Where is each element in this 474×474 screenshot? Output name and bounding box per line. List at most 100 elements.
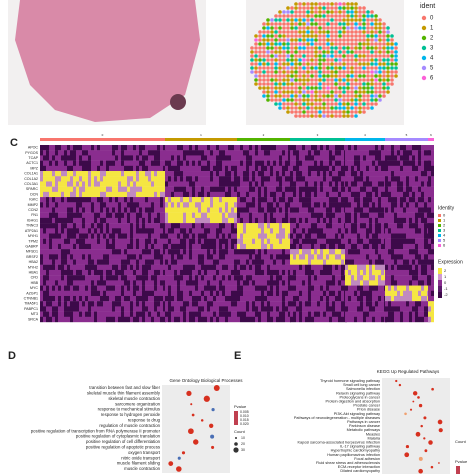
heat-cell — [372, 207, 375, 213]
heat-cell — [255, 306, 258, 312]
heat-cell — [345, 197, 348, 203]
heat-cell — [76, 306, 79, 312]
heat-cell — [222, 171, 225, 177]
heat-cell — [261, 295, 264, 302]
heat-cell — [267, 202, 270, 208]
heat-cell — [231, 181, 234, 187]
spot — [262, 34, 266, 38]
heat-cell — [115, 295, 118, 302]
spot — [318, 106, 322, 110]
spot — [318, 90, 322, 94]
spot — [274, 18, 278, 22]
heat-cell — [360, 243, 363, 250]
heat-cell — [381, 280, 384, 286]
heat-cell — [64, 233, 67, 239]
heat-cell — [323, 165, 326, 172]
heat-cell — [52, 181, 55, 187]
heat-cell — [273, 223, 276, 229]
heat-cell — [258, 228, 261, 234]
heat-cell — [270, 264, 273, 271]
heat-cell — [58, 197, 61, 203]
heat-cell — [148, 176, 151, 182]
heat-cell — [82, 285, 85, 291]
heat-cell — [228, 165, 231, 172]
heat-cell — [378, 228, 381, 234]
heat-cell — [76, 301, 79, 307]
heat-cell — [70, 145, 73, 151]
heat-cell — [154, 212, 157, 219]
heat-cell — [302, 171, 305, 177]
heat-cell — [288, 264, 291, 271]
heat-cell — [210, 306, 213, 312]
heat-cell — [192, 311, 195, 317]
heat-cell — [378, 207, 381, 213]
heat-cell — [124, 233, 127, 239]
spot — [338, 22, 342, 26]
heat-cell — [293, 165, 296, 172]
heat-cell — [67, 223, 70, 229]
heat-cell — [130, 295, 133, 302]
heat-cell — [192, 295, 195, 302]
heat-cell — [385, 181, 388, 187]
heat-cell — [88, 243, 91, 250]
heat-cell — [118, 191, 121, 198]
heat-cell — [163, 223, 166, 229]
spot — [318, 38, 322, 42]
heat-cell — [366, 275, 369, 281]
heat-cell — [231, 150, 234, 156]
heat-cell — [219, 160, 222, 167]
heat-cell — [351, 176, 354, 182]
spot — [318, 26, 322, 30]
heat-cell — [290, 249, 293, 255]
heat-cell — [109, 311, 112, 317]
heat-cell — [201, 212, 204, 219]
heat-cell — [249, 207, 252, 213]
heat-cell — [415, 145, 418, 151]
heat-cell — [163, 165, 166, 172]
heat-cell — [299, 165, 302, 172]
heat-cell — [285, 295, 288, 302]
spot — [294, 42, 298, 46]
spot — [342, 22, 346, 26]
spot — [382, 42, 386, 46]
spot — [270, 70, 274, 74]
heat-cell — [189, 150, 192, 156]
heat-cell — [82, 280, 85, 286]
heat-cell — [49, 264, 52, 271]
heat-cell — [154, 181, 157, 187]
heat-cell — [317, 269, 320, 276]
heat-cell — [348, 202, 351, 208]
heat-cell — [311, 207, 314, 213]
heat-cell — [157, 280, 160, 286]
heat-cell — [171, 150, 174, 156]
heat-cell — [403, 150, 406, 156]
heat-cell — [249, 285, 252, 291]
heat-cell — [165, 249, 168, 255]
heat-cell — [40, 233, 43, 239]
heat-cell — [394, 160, 397, 167]
heat-cell — [231, 306, 234, 312]
heat-cell — [142, 290, 145, 297]
heat-cell — [127, 233, 130, 239]
heat-cell — [136, 301, 139, 307]
heat-cell — [267, 254, 270, 260]
heat-cell — [243, 217, 246, 224]
heat-cell — [201, 280, 204, 286]
heat-cell — [124, 249, 127, 255]
heat-cell — [299, 176, 302, 182]
heat-cell — [228, 217, 231, 224]
heat-cell — [258, 285, 261, 291]
heat-cell — [240, 207, 243, 213]
heat-cell — [317, 155, 320, 161]
heat-cell — [130, 186, 133, 193]
heat-cell — [174, 207, 177, 213]
spot — [254, 54, 258, 58]
heat-cell — [332, 207, 335, 213]
heat-cell — [249, 155, 252, 161]
heat-cell — [276, 207, 279, 213]
heat-cell — [64, 301, 67, 307]
heat-cell — [64, 259, 67, 265]
heat-cell — [273, 243, 276, 250]
spot — [298, 102, 302, 106]
heat-cell — [276, 171, 279, 177]
